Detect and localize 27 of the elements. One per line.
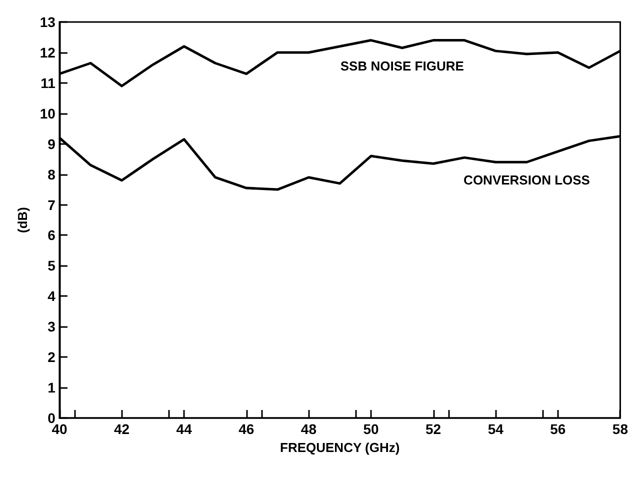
x-tick-label: 56: [550, 421, 566, 437]
x-tick-label: 46: [238, 421, 254, 437]
x-tick-label: 54: [488, 421, 504, 437]
y-tick-label: 6: [48, 227, 56, 244]
y-tick-label: 5: [48, 258, 56, 274]
x-tick-label: 52: [426, 421, 442, 437]
x-tick-label: 50: [363, 421, 379, 437]
y-axis-title: (dB): [15, 207, 30, 233]
series-label: SSB NOISE FIGURE: [340, 58, 464, 74]
y-tick-label: 7: [48, 196, 56, 213]
y-tick-label: 1: [48, 380, 56, 396]
x-tick-label: 48: [300, 421, 317, 437]
y-tick-label: 4: [48, 288, 56, 304]
y-tick-label: 3: [48, 318, 56, 335]
x-tick-label: 42: [114, 421, 130, 437]
x-axis-title: FREQUENCY (GHz): [280, 440, 400, 455]
series-label: CONVERSION LOSS: [464, 172, 590, 188]
y-tick-label: 11: [40, 74, 56, 91]
y-tick-label: 10: [40, 105, 56, 122]
x-tick-label: 58: [612, 421, 628, 437]
y-tick-label: 12: [40, 44, 56, 60]
x-tick-label: 44: [176, 421, 192, 437]
y-tick-label: 0: [48, 410, 56, 426]
y-tick-label: 2: [48, 349, 56, 366]
y-tick-label: 9: [48, 136, 56, 152]
y-tick-label: 8: [48, 166, 56, 182]
y-tick-label: 13: [40, 14, 56, 30]
